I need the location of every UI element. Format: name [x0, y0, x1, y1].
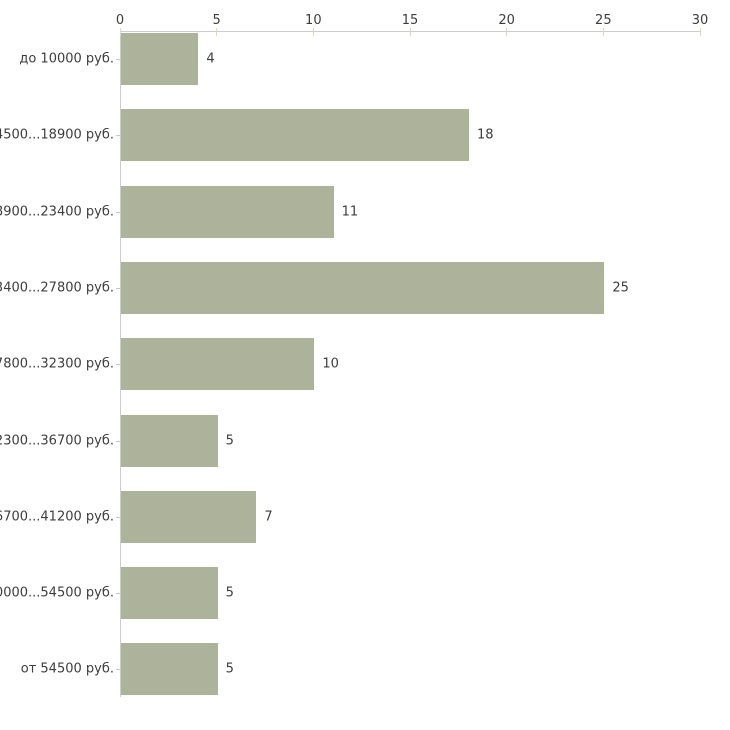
x-tick-label: 15 [401, 13, 419, 28]
category-label: 23400...27800 руб. [0, 280, 114, 296]
x-tick-label: 20 [498, 13, 515, 28]
bar [121, 567, 218, 620]
bar [121, 643, 218, 696]
value-label: 5 [225, 585, 234, 601]
category-label: 14500...18900 руб. [0, 127, 114, 143]
bar [121, 490, 257, 543]
category-tick-mark [116, 211, 120, 213]
category-label: 50000...54500 руб. [0, 585, 114, 601]
x-tick-label: 5 [212, 13, 221, 28]
value-label: 11 [341, 204, 359, 220]
value-label: 18 [477, 127, 494, 143]
value-label: 5 [225, 661, 234, 677]
x-tick-mark [699, 28, 701, 36]
bar [121, 338, 315, 391]
bar [121, 185, 334, 238]
category-tick-mark [116, 287, 120, 289]
x-tick-mark [506, 28, 508, 36]
category-tick-mark [116, 135, 120, 137]
value-label: 10 [322, 356, 339, 372]
category-tick-mark [116, 669, 120, 671]
category-label: 32300...36700 руб. [0, 433, 114, 448]
bar [121, 33, 199, 85]
x-tick-label: 10 [305, 13, 322, 28]
value-label: 25 [612, 280, 629, 296]
y-axis-line [120, 31, 121, 697]
x-tick-mark [602, 28, 604, 36]
x-tick-mark [409, 28, 411, 36]
category-label: 18900...23400 руб. [0, 204, 114, 220]
bar [121, 109, 469, 162]
bar [121, 414, 218, 467]
value-label: 4 [206, 51, 215, 67]
category-tick-mark [116, 59, 120, 60]
bar [121, 261, 605, 314]
category-label: до 10000 руб. [19, 51, 114, 67]
value-label: 5 [225, 433, 234, 448]
x-tick-label: 0 [115, 13, 125, 28]
category-tick-mark [116, 440, 120, 442]
category-tick-mark [116, 593, 120, 595]
category-tick-mark [116, 516, 120, 518]
x-axis-line [120, 31, 701, 32]
category-label: от 54500 руб. [20, 661, 114, 677]
x-tick-mark [119, 28, 121, 36]
value-label: 7 [264, 509, 273, 525]
category-tick-mark [116, 364, 120, 366]
category-label: 27800...32300 руб. [0, 356, 114, 372]
x-tick-label: 30 [691, 13, 709, 28]
x-tick-label: 25 [595, 13, 612, 28]
x-tick-mark [216, 28, 218, 36]
category-label: 36700...41200 руб. [0, 509, 114, 525]
x-tick-mark [312, 28, 314, 36]
